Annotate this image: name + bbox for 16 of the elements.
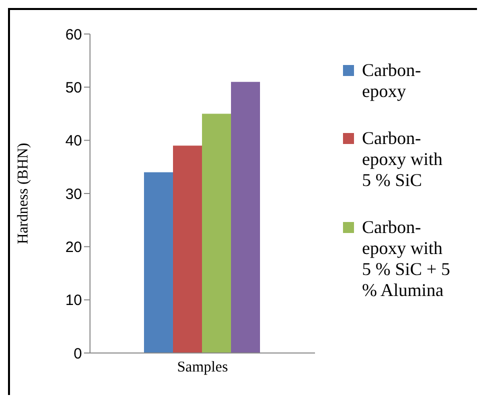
legend-label: Carbon-epoxy with 5 % SiC [362, 128, 444, 191]
legend-label: Carbon-epoxy with 5 % SiC + 5 % Alumina [362, 217, 452, 301]
bar [202, 114, 231, 353]
y-tick-label: 40 [65, 132, 82, 150]
y-tick-label: 20 [65, 238, 82, 256]
y-axis-title: Hardness (BHN) [15, 142, 32, 244]
bar [144, 172, 173, 353]
y-tick-label: 30 [65, 186, 82, 203]
bar [231, 82, 260, 353]
y-tick-label: 60 [65, 26, 82, 44]
y-tick-label: 50 [65, 79, 82, 96]
x-tick-label: Samples [177, 360, 228, 376]
legend-label: Carbon-epoxy [362, 60, 422, 102]
y-tick-label: 10 [65, 292, 82, 310]
y-tick-label: 0 [74, 345, 82, 362]
bar [173, 146, 202, 353]
